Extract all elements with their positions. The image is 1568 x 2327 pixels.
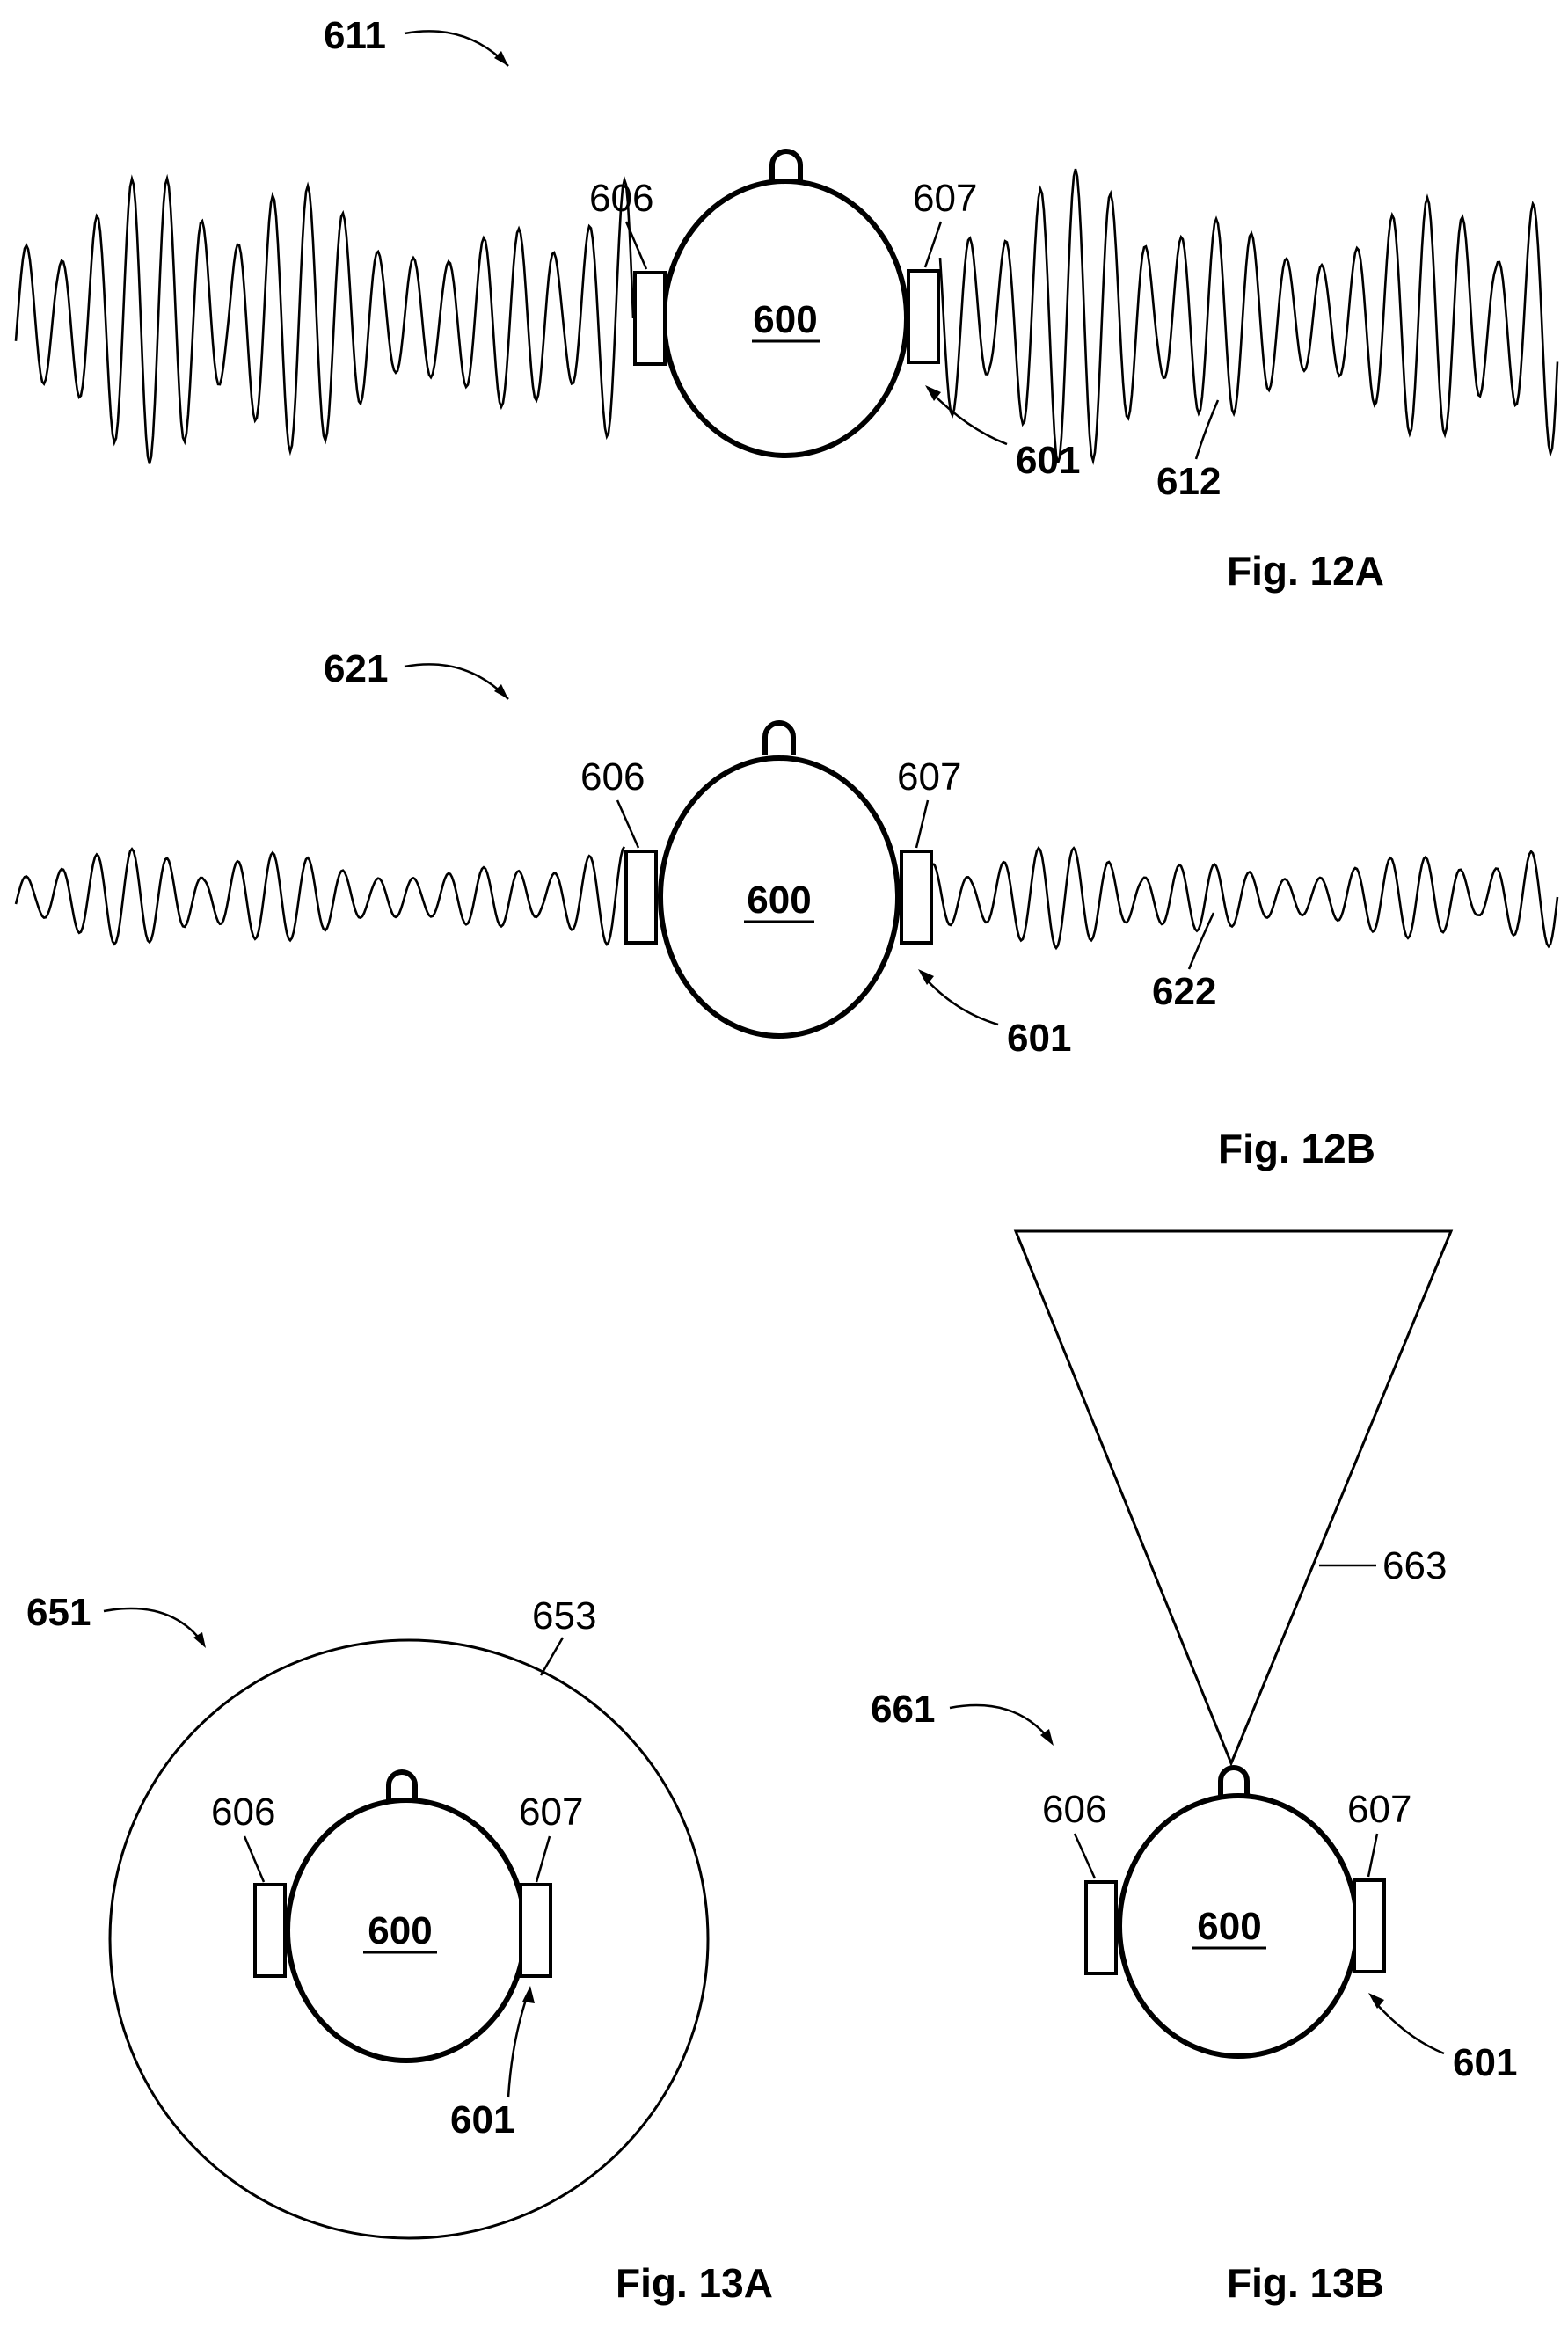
label-653: 653 [532,1594,596,1638]
label-611: 611 [324,14,386,57]
label-621: 621 [324,647,388,690]
right-device-607 [908,271,938,362]
figure-12a: 611 600 606 607 601 612 Fig. 12A [16,14,1557,594]
label-606: 606 [211,1791,275,1834]
arrowhead-icon [522,1986,535,2003]
figure-caption: Fig. 13B [1227,2260,1384,2306]
reference-arrow-661 [950,1705,1051,1741]
left-device-606 [626,851,656,943]
arrowhead-icon [1368,1993,1384,2009]
sound-waveform-right [933,848,1557,948]
label-600: 600 [753,298,817,341]
arrowhead-icon [918,969,934,985]
head-600: 600 [288,1772,525,2061]
leader-612 [1196,400,1218,459]
label-663: 663 [1382,1544,1447,1587]
nose-icon [765,723,793,755]
label-607: 607 [519,1791,583,1834]
label-607: 607 [897,755,961,799]
right-device-607 [1354,1880,1384,1972]
figure-13b: 663 661 600 606 607 601 Fig. 13B [871,1231,1517,2306]
reference-arrow-601 [930,391,1007,444]
leader-653 [541,1638,563,1675]
leader-607 [925,222,941,267]
figure-13a: 651 653 600 606 607 601 Fig. 13A [26,1591,773,2306]
leader-606 [617,800,638,848]
arrowhead-icon [494,51,508,66]
zone-663-cone [1016,1231,1451,1763]
label-612: 612 [1156,460,1221,503]
leader-606 [244,1836,264,1882]
label-601: 601 [1007,1017,1071,1060]
figure-caption: Fig. 13A [616,2260,773,2306]
label-622: 622 [1152,970,1216,1013]
left-device-606 [255,1885,285,1976]
label-607: 607 [913,177,977,220]
reference-arrow-621 [405,664,508,699]
reference-arrow-601 [508,1995,528,2097]
sound-waveform-left [16,179,633,463]
reference-arrow-611 [405,31,508,66]
label-600: 600 [747,879,811,922]
reference-arrow-601 [1374,2001,1444,2053]
arrowhead-icon [494,684,508,699]
head-600: 600 [660,723,898,1036]
label-600: 600 [1197,1905,1261,1948]
figure-caption: Fig. 12B [1218,1126,1375,1171]
head-600: 600 [664,151,907,456]
head-600: 600 [1119,1768,1357,2056]
left-device-606 [635,273,665,364]
sound-waveform-left [16,847,624,945]
reference-arrow-601 [923,976,998,1025]
leader-607 [536,1836,550,1882]
label-661: 661 [871,1688,935,1731]
label-601: 601 [1016,439,1080,482]
leader-607 [916,800,928,848]
label-600: 600 [368,1909,432,1952]
label-601: 601 [450,2098,514,2141]
leader-606 [1075,1834,1095,1878]
right-device-607 [901,851,931,943]
leader-607 [1368,1834,1377,1877]
reference-arrow-651 [104,1608,204,1645]
right-device-607 [521,1885,551,1976]
figure-12b: 621 600 606 607 601 622 Fig. 12B [16,647,1557,1171]
label-651: 651 [26,1591,91,1634]
label-607: 607 [1347,1788,1411,1831]
label-606: 606 [589,177,653,220]
label-606: 606 [1042,1788,1106,1831]
sound-waveform-right [940,169,1557,463]
label-601: 601 [1453,2041,1517,2084]
label-606: 606 [580,755,645,799]
figure-caption: Fig. 12A [1227,548,1384,594]
left-device-606 [1086,1882,1116,1973]
